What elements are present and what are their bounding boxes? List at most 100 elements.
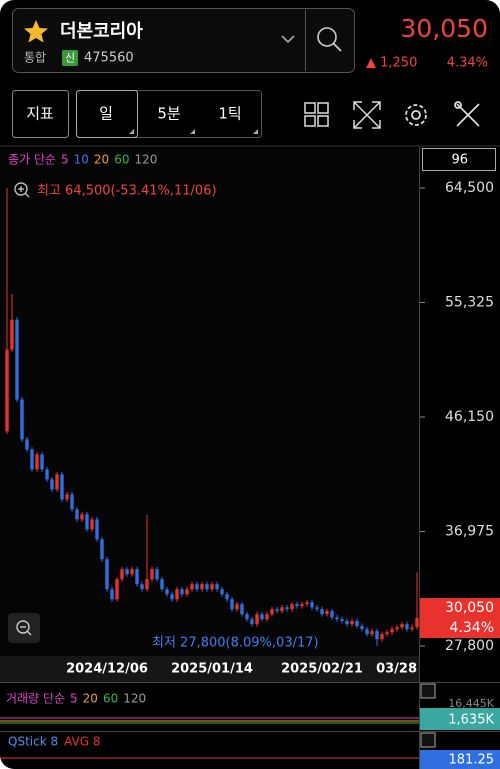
last-price: 30,050: [445, 600, 494, 616]
candle-body: [225, 594, 229, 600]
last-percent: 4.34%: [450, 620, 494, 636]
candle-body: [60, 474, 64, 500]
legend-entry: 10: [74, 153, 89, 167]
zoom-out-box[interactable]: [8, 613, 40, 643]
candle-body: [10, 319, 14, 350]
candle-body: [110, 589, 114, 600]
indicator-button[interactable]: [12, 90, 69, 138]
candle-body: [75, 509, 79, 520]
qstick-title: QStick 8: [8, 735, 58, 749]
layout-icon[interactable]: [304, 102, 329, 127]
stock-box[interactable]: [12, 8, 355, 73]
search-icon[interactable]: [317, 27, 337, 47]
candle-body: [170, 594, 174, 600]
candle-body: [350, 621, 354, 625]
candle-body: [380, 634, 384, 640]
candle-body: [410, 627, 414, 630]
candle-body: [5, 349, 9, 432]
candle-body: [70, 494, 74, 510]
candle-body: [20, 399, 24, 440]
candle-body: [210, 584, 214, 590]
candle-body: [100, 539, 104, 560]
stock-code: 475560: [84, 51, 134, 66]
legend-entry: 20: [83, 692, 98, 706]
period-tick-label[interactable]: 1틱: [218, 105, 241, 123]
candle-body: [50, 479, 54, 490]
candle-body: [315, 607, 319, 610]
legend-title: 종가 단순: [8, 153, 56, 167]
candle-body: [325, 611, 329, 615]
stock-name: 더본코리아: [60, 21, 143, 42]
favorite-star[interactable]: [24, 20, 48, 43]
candle-body: [305, 602, 309, 605]
badge: 신: [65, 52, 75, 65]
candle-body: [405, 624, 409, 630]
candle-body: [180, 589, 184, 595]
legend-entry: 120: [123, 692, 146, 706]
qstick-avg: AVG 8: [64, 735, 100, 749]
settings-icon[interactable]: [405, 104, 427, 126]
qstick-badge: 181.25: [449, 753, 495, 768]
expand-icon[interactable]: [353, 101, 381, 129]
scale-box[interactable]: [422, 148, 496, 171]
candle-body: [90, 519, 94, 530]
zoom-in-icon[interactable]: [14, 182, 30, 198]
candle-body: [105, 559, 109, 590]
candle-body: [130, 569, 134, 575]
candle-body: [190, 584, 194, 590]
date-axis: [0, 656, 419, 682]
candle-body: [285, 607, 289, 610]
volume-menu[interactable]: [420, 683, 436, 699]
volume-badge-box: [420, 708, 500, 730]
candle-body: [360, 626, 364, 630]
candle-body: [195, 584, 199, 590]
candle-body: [345, 621, 349, 625]
legend-entry: 5: [70, 692, 78, 706]
y-tick-label: 46,150: [445, 409, 494, 425]
candle-body: [80, 514, 84, 520]
candle-body: [15, 319, 19, 400]
badge-box: [62, 50, 78, 66]
dropdown-chevron[interactable]: [281, 35, 295, 44]
qstick-badge-box: [420, 750, 500, 769]
candle-body: [370, 631, 374, 635]
candle-body: [145, 579, 149, 590]
candle-body: [205, 584, 209, 590]
candle-body: [290, 604, 294, 610]
candle-body: [365, 629, 369, 635]
y-tick-label: 55,325: [445, 294, 494, 310]
candle-body: [340, 619, 344, 622]
period-minute-label[interactable]: 5분: [157, 105, 181, 123]
x-tick-label: 2025/01/14: [171, 662, 253, 677]
legend-entry: 60: [114, 153, 129, 167]
zoom-out-icon: [16, 620, 32, 636]
candle-body: [165, 589, 169, 595]
price-change: ▲ 1,250: [366, 56, 417, 71]
high-annotation: 최고 64,500(-53.41%,11/06): [37, 184, 217, 199]
candle-body: [45, 469, 49, 480]
candle-body: [375, 631, 379, 640]
candle-body: [120, 569, 124, 580]
candle-body: [270, 609, 274, 615]
candle-body: [250, 619, 254, 625]
candle-body: [115, 579, 119, 600]
volume-badge: 1,635K: [448, 713, 494, 728]
tools-icon[interactable]: [454, 101, 480, 127]
x-tick-label: 2024/12/06: [66, 662, 148, 677]
candle-body: [385, 632, 389, 635]
candle-body: [175, 589, 179, 600]
period-day[interactable]: [76, 90, 138, 138]
y-tick-label: 64,500: [445, 180, 494, 196]
candle-body: [320, 609, 324, 615]
x-tick-label: 03/28: [376, 662, 417, 677]
candle-body: [215, 584, 219, 590]
candle-body: [235, 604, 239, 610]
candle-body: [140, 584, 144, 590]
qstick-menu[interactable]: [420, 732, 436, 748]
candle-body: [25, 439, 29, 450]
y-tick-label: 36,975: [445, 523, 494, 539]
low-annotation: 최저 27,800(8.09%,03/17): [152, 636, 319, 651]
candle-body: [85, 514, 89, 530]
candle-body: [30, 449, 34, 470]
